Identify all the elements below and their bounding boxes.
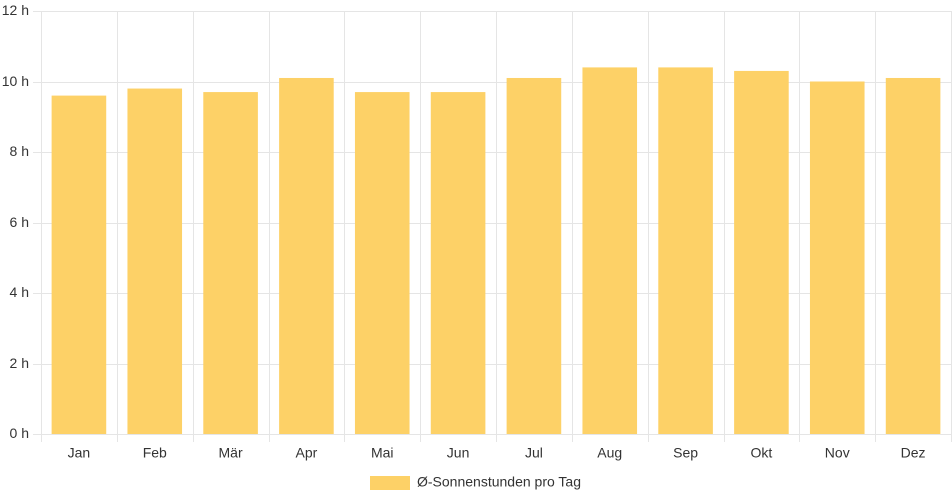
bar-feb bbox=[127, 88, 183, 435]
x-tick-label: Jun bbox=[447, 445, 470, 461]
bar-sep bbox=[658, 67, 713, 435]
bar-mai bbox=[354, 92, 410, 434]
bar-jun bbox=[430, 92, 486, 434]
y-axis-ticks: 0 h 2 h 4 h 6 h 8 h 10 h 12 h bbox=[2, 2, 29, 441]
bar-jul bbox=[506, 77, 562, 434]
bar-aug bbox=[582, 67, 638, 435]
legend[interactable]: Ø-Sonnenstunden pro Tag bbox=[370, 474, 581, 490]
bars bbox=[51, 67, 941, 435]
legend-label: Ø-Sonnenstunden pro Tag bbox=[417, 474, 581, 490]
y-tick-label: 10 h bbox=[2, 73, 29, 89]
x-tick-label: Okt bbox=[751, 445, 773, 461]
y-tick-label: 4 h bbox=[10, 284, 29, 300]
x-axis-ticks: Jan Feb Mär Apr Mai Jun Jul Aug Sep Okt Nov Dez bbox=[68, 445, 926, 461]
x-tick-label: Aug bbox=[597, 445, 622, 461]
x-tick-label: Jul bbox=[525, 445, 543, 461]
x-tick-label: Dez bbox=[901, 445, 926, 461]
bar-apr bbox=[279, 77, 334, 434]
bar-mär bbox=[203, 92, 258, 434]
x-tick-label: Nov bbox=[825, 445, 850, 461]
legend-swatch bbox=[370, 476, 410, 490]
x-tick-label: Mär bbox=[219, 445, 243, 461]
x-tick-label: Apr bbox=[296, 445, 318, 461]
bar-dez bbox=[885, 77, 941, 434]
y-tick-label: 2 h bbox=[10, 355, 29, 371]
bar-jan bbox=[51, 95, 107, 434]
x-tick-label: Sep bbox=[673, 445, 698, 461]
x-tick-label: Feb bbox=[143, 445, 167, 461]
y-tick-label: 12 h bbox=[2, 2, 29, 18]
bar-nov bbox=[809, 81, 865, 434]
y-tick-label: 6 h bbox=[10, 214, 29, 230]
grid-lines bbox=[33, 11, 952, 442]
x-tick-label: Jan bbox=[68, 445, 91, 461]
y-tick-label: 0 h bbox=[10, 425, 29, 441]
y-tick-label: 8 h bbox=[10, 143, 29, 159]
bar-okt bbox=[734, 70, 789, 435]
x-tick-label: Mai bbox=[371, 445, 394, 461]
